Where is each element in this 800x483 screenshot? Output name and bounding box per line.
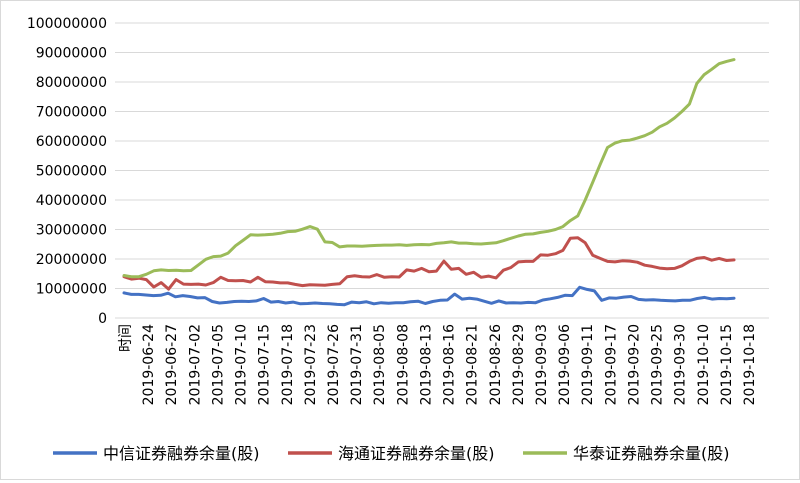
y-tick-label: 60000000 (36, 134, 107, 150)
y-tick-label: 0 (98, 311, 107, 327)
x-tick-label: 2019-07-02 (187, 324, 203, 405)
x-tick-label: 2019-10-15 (719, 324, 735, 405)
legend-item-2: 海通证券融券余量(股) (288, 444, 495, 463)
x-tick-label: 2019-08-29 (511, 324, 527, 405)
series-line-3 (122, 58, 736, 279)
y-tick-label: 80000000 (36, 75, 107, 91)
x-tick-label: 2019-07-23 (303, 324, 319, 405)
x-tick-label: 2019-09-25 (650, 324, 666, 405)
y-tick-label: 100000000 (27, 16, 107, 32)
x-tick-label: 2019-08-13 (418, 324, 434, 405)
x-tick-label: 2019-08-05 (372, 324, 388, 405)
x-tick-label: 2019-09-17 (603, 324, 619, 405)
y-tick-label: 50000000 (36, 164, 107, 180)
x-tick-label: 2019-07-31 (349, 324, 365, 405)
x-tick-label: 2019-07-26 (326, 324, 342, 405)
legend-label: 海通证券融券余量(股) (338, 444, 495, 463)
x-tick-label: 2019-07-15 (257, 324, 273, 405)
y-tick-label: 30000000 (36, 223, 107, 239)
series-line-2 (122, 236, 736, 291)
x-tick-label: 2019-08-08 (395, 324, 411, 405)
x-tick-label: 2019-07-18 (280, 324, 296, 405)
y-tick-label: 40000000 (36, 193, 107, 209)
x-axis-tick-labels: 时间 2019-06-24 2019-06-27 2019-07-02 2019-07-… (118, 324, 758, 405)
x-tick-label: 2019-07-05 (210, 324, 226, 405)
x-tick-label: 2019-09-06 (557, 324, 573, 405)
y-tick-label: 70000000 (36, 105, 107, 121)
x-tick-label: 2019-06-24 (141, 324, 157, 405)
y-tick-label: 20000000 (36, 252, 107, 268)
y-axis-tick-labels: 0 10000000 20000000 30000000 40000000 5000000… (27, 16, 107, 327)
x-tick-label: 2019-09-20 (626, 324, 642, 405)
series-line-1 (122, 285, 736, 307)
y-tick-label: 90000000 (36, 46, 107, 62)
x-tick-label: 2019-10-10 (696, 324, 712, 405)
legend-label: 中信证券融券余量(股) (103, 444, 260, 463)
x-axis-label: 时间 (118, 324, 134, 352)
legend-item-1: 中信证券融券余量(股) (53, 444, 260, 463)
legend-item-3: 华泰证券融券余量(股) (523, 444, 730, 463)
x-tick-label: 2019-09-11 (580, 324, 596, 405)
x-tick-label: 2019-08-26 (488, 324, 504, 405)
x-tick-label: 2019-09-30 (673, 324, 689, 405)
y-tick-label: 10000000 (36, 282, 107, 298)
legend-label: 华泰证券融券余量(股) (573, 444, 730, 463)
series-lines (122, 58, 736, 307)
x-tick-label: 2019-06-27 (164, 324, 180, 405)
x-tick-label: 2019-09-03 (534, 324, 550, 405)
x-tick-label: 2019-08-16 (442, 324, 458, 405)
legend: 中信证券融券余量(股) 海通证券融券余量(股) 华泰证券融券余量(股) (53, 444, 730, 463)
x-tick-label: 2019-07-10 (234, 324, 250, 405)
x-tick-label: 2019-10-18 (742, 324, 758, 405)
gridlines (115, 22, 769, 319)
x-tick-label: 2019-08-21 (465, 324, 481, 405)
